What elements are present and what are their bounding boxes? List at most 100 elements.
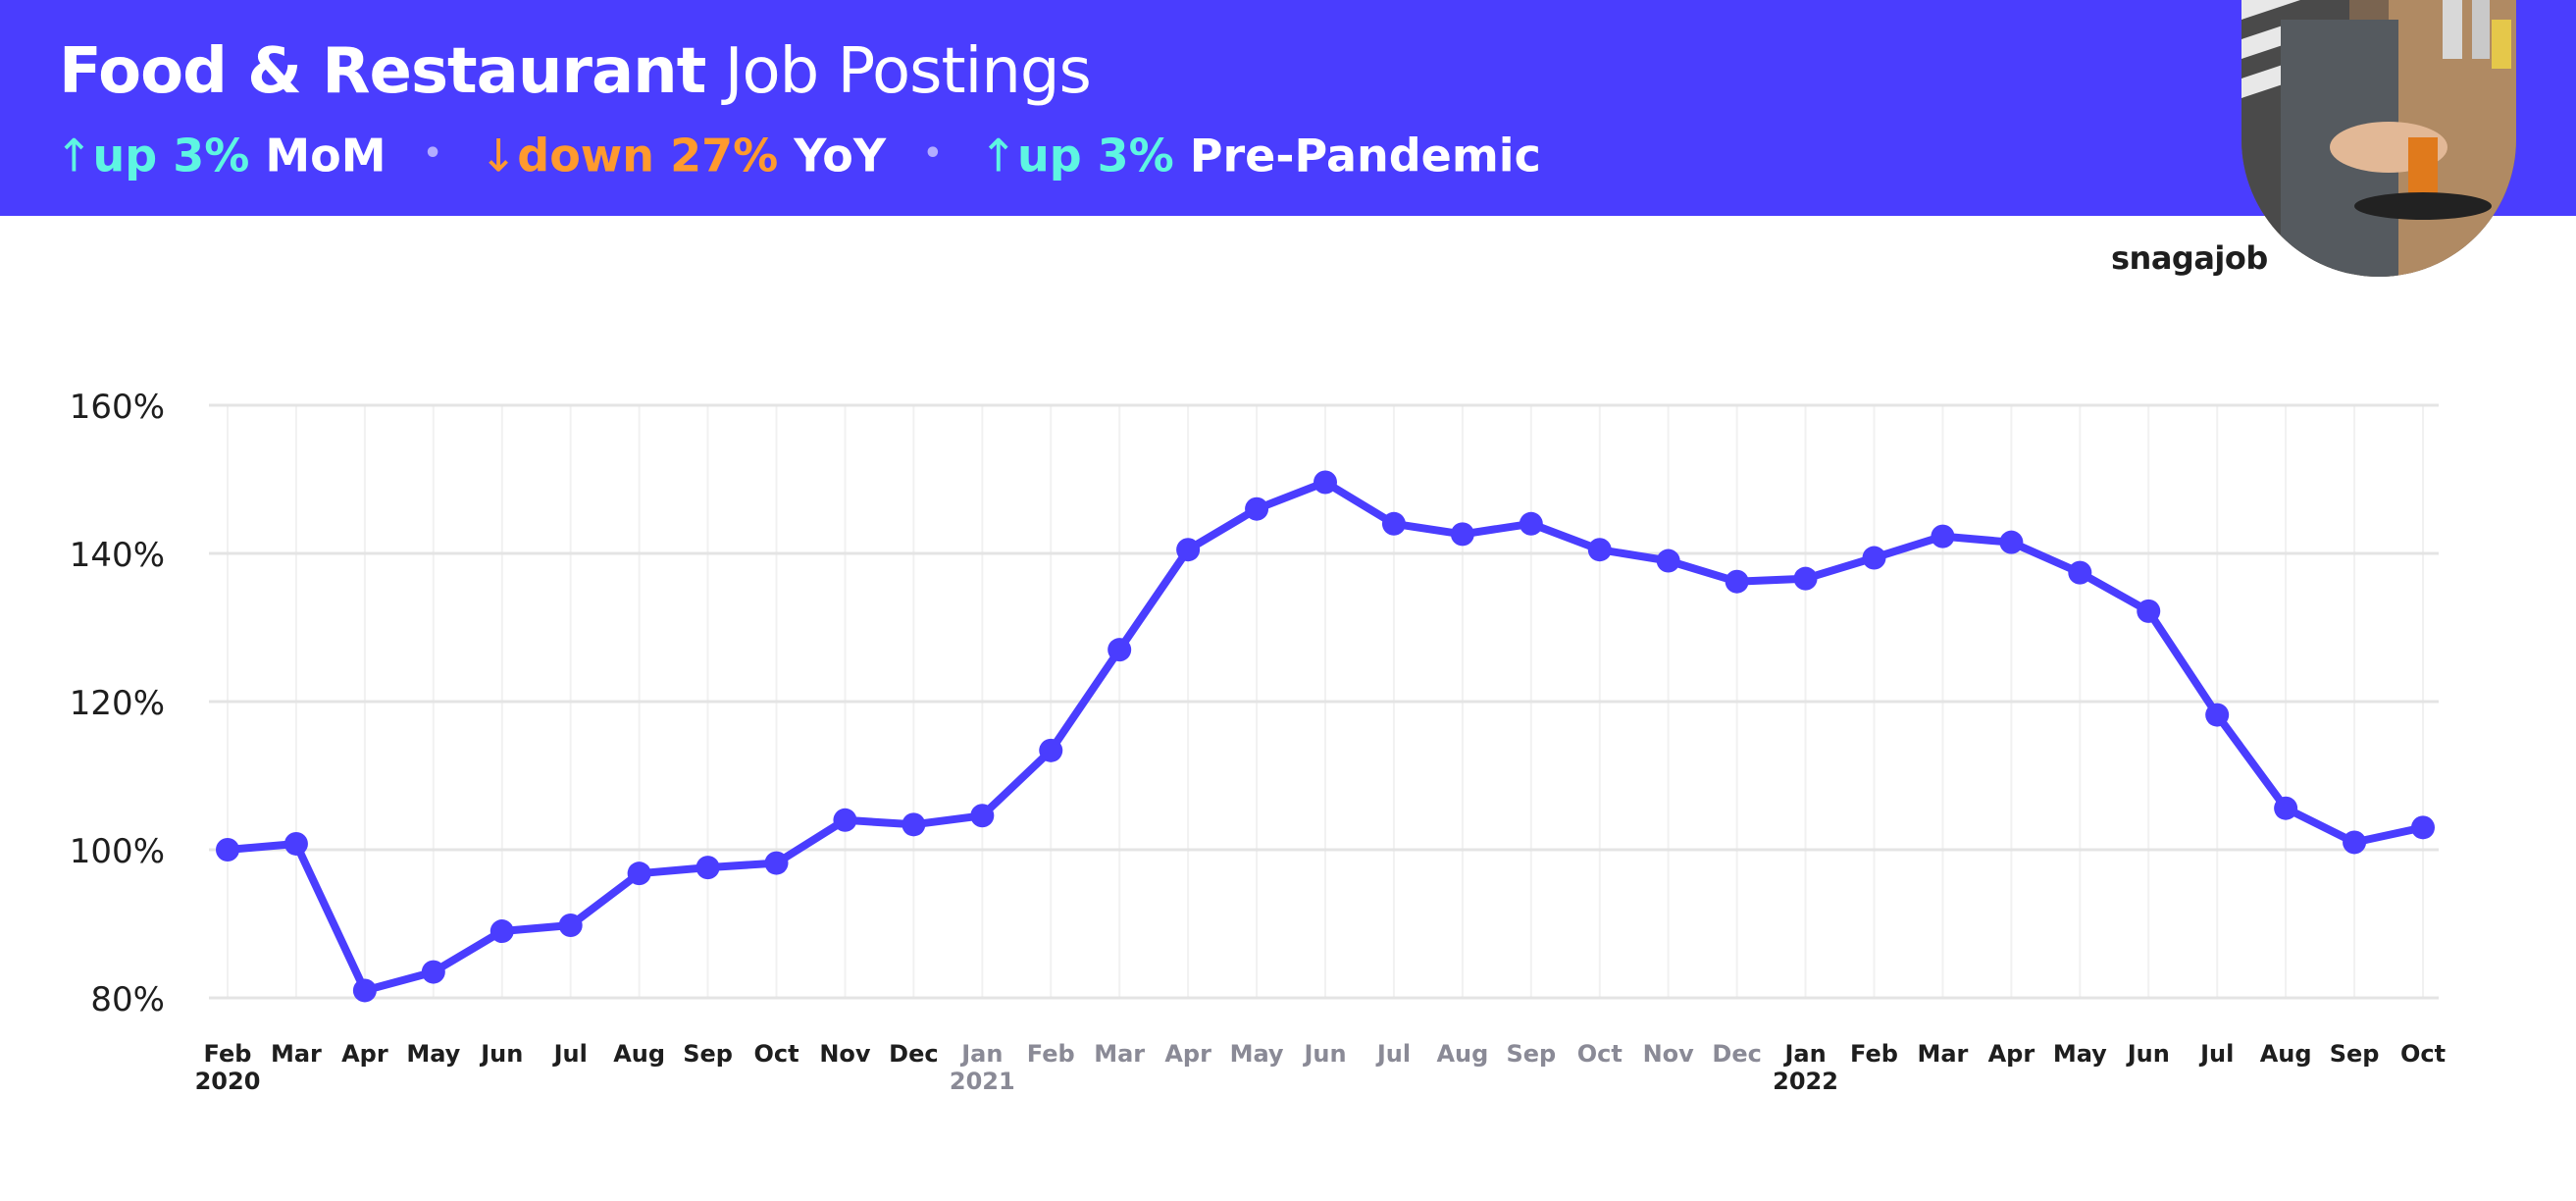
data-point	[1931, 524, 1955, 548]
title-bold: Food & Restaurant	[59, 35, 706, 108]
x-tick-label: Dec	[889, 1040, 938, 1068]
x-tick-label: Jun	[2126, 1040, 2170, 1068]
x-tick-label: Nov	[819, 1040, 871, 1068]
x-tick-label: Mar	[271, 1040, 322, 1068]
data-point	[1450, 522, 1474, 547]
x-year-label: 2020	[195, 1068, 261, 1095]
stat-prepandemic-value: up 3%	[1016, 129, 1174, 183]
brand-logo: snagajob	[2111, 239, 2268, 277]
x-tick-label: Jun	[1302, 1040, 1346, 1068]
stat-yoy-value: down 27%	[517, 129, 779, 183]
data-point	[1999, 530, 2024, 554]
arrow-up-icon: ↑	[55, 129, 93, 183]
x-year-label: 2022	[1773, 1068, 1838, 1095]
x-tick-label: Aug	[2260, 1040, 2312, 1068]
restaurant-photo	[2241, 0, 2516, 277]
x-tick-label: Apr	[1164, 1040, 1211, 1068]
x-tick-label: Aug	[613, 1040, 665, 1068]
stat-mom-value: up 3%	[92, 129, 250, 183]
y-tick-label: 100%	[70, 832, 165, 871]
data-point	[902, 812, 926, 837]
data-point	[1176, 538, 1201, 562]
separator-dot: •	[423, 135, 442, 171]
data-point	[833, 808, 857, 832]
stat-yoy: ↓down 27% YoY	[479, 126, 902, 183]
x-tick-label: May	[2053, 1040, 2107, 1068]
data-point	[2411, 815, 2435, 840]
data-point	[2274, 796, 2298, 820]
grid	[209, 403, 2439, 1000]
data-point	[216, 838, 239, 862]
data-point	[421, 960, 445, 984]
data-point	[627, 862, 651, 886]
data-point	[1245, 496, 1269, 521]
data-point	[1314, 470, 1337, 495]
data-point	[2137, 599, 2161, 623]
data-point	[1862, 546, 1886, 570]
x-tick-label: Sep	[1506, 1040, 1556, 1068]
x-tick-label: Mar	[1094, 1040, 1145, 1068]
x-tick-label: Apr	[341, 1040, 388, 1068]
x-tick-label: Jun	[479, 1040, 523, 1068]
data-point	[1108, 638, 1132, 662]
title-light: Job Postings	[724, 35, 1092, 108]
y-tick-label: 120%	[70, 684, 165, 723]
x-tick-label: Feb	[204, 1040, 252, 1068]
y-tick-label: 80%	[90, 980, 165, 1019]
stat-mom: ↑up 3% MoM	[55, 126, 402, 183]
y-tick-label: 140%	[70, 536, 165, 575]
stat-prepandemic: ↑up 3% Pre-Pandemic	[979, 126, 1541, 183]
x-tick-label: Feb	[1027, 1040, 1075, 1068]
data-point	[970, 804, 995, 828]
separator-dot: •	[923, 135, 943, 171]
header-banner	[0, 0, 2576, 216]
data-point	[1793, 566, 1818, 591]
stats-row: ↑up 3% MoM • ↓down 27% YoY • ↑up 3% Pre-…	[55, 120, 1541, 185]
page-title: Food & Restaurant Job Postings	[59, 31, 1092, 112]
x-tick-label: Jul	[1375, 1040, 1411, 1068]
x-tick-label: May	[1230, 1040, 1284, 1068]
x-tick-label: Oct	[2400, 1040, 2446, 1068]
data-point	[352, 978, 377, 1003]
x-tick-label: Jan	[1782, 1040, 1826, 1068]
x-tick-label: Dec	[1712, 1040, 1761, 1068]
data-point	[1039, 738, 1063, 762]
data-point	[2205, 703, 2230, 727]
x-tick-label: Apr	[1988, 1040, 2035, 1068]
data-point	[696, 856, 720, 880]
x-tick-label: Jan	[959, 1040, 1003, 1068]
arrow-down-icon: ↓	[479, 129, 518, 183]
x-tick-label: Oct	[753, 1040, 799, 1068]
stat-prepandemic-label: Pre-Pandemic	[1189, 129, 1541, 183]
y-tick-label: 160%	[70, 388, 165, 427]
data-point	[1725, 569, 1749, 594]
arrow-up-icon: ↑	[979, 129, 1017, 183]
stat-yoy-label: YoY	[794, 129, 887, 183]
stat-mom-label: MoM	[265, 129, 386, 183]
data-point	[764, 851, 789, 875]
x-tick-label: Sep	[683, 1040, 733, 1068]
data-point	[2068, 560, 2092, 585]
y-axis: 80% 100% 120% 140% 160%	[70, 388, 165, 1019]
barista-image-icon	[2241, 0, 2516, 277]
data-point	[558, 914, 583, 938]
x-axis: Feb Mar Apr May Jun Jul Aug Sep Oct Nov Dec Jan Feb M…	[195, 1040, 2446, 1095]
x-tick-label: Oct	[1577, 1040, 1623, 1068]
data-point	[489, 919, 514, 944]
x-year-label: 2021	[950, 1068, 1015, 1095]
data-point	[1519, 511, 1543, 536]
data-point	[1656, 548, 1680, 573]
data-point	[283, 831, 308, 856]
x-tick-label: Nov	[1643, 1040, 1695, 1068]
data-point	[1381, 511, 1406, 536]
data-point	[1587, 538, 1612, 562]
x-tick-label: Jul	[2198, 1040, 2234, 1068]
x-tick-label: Mar	[1917, 1040, 1968, 1068]
series-points	[216, 470, 2435, 1003]
x-tick-label: Sep	[2330, 1040, 2380, 1068]
x-tick-label: Feb	[1850, 1040, 1898, 1068]
data-point	[2343, 830, 2367, 855]
x-tick-label: Jul	[552, 1040, 588, 1068]
